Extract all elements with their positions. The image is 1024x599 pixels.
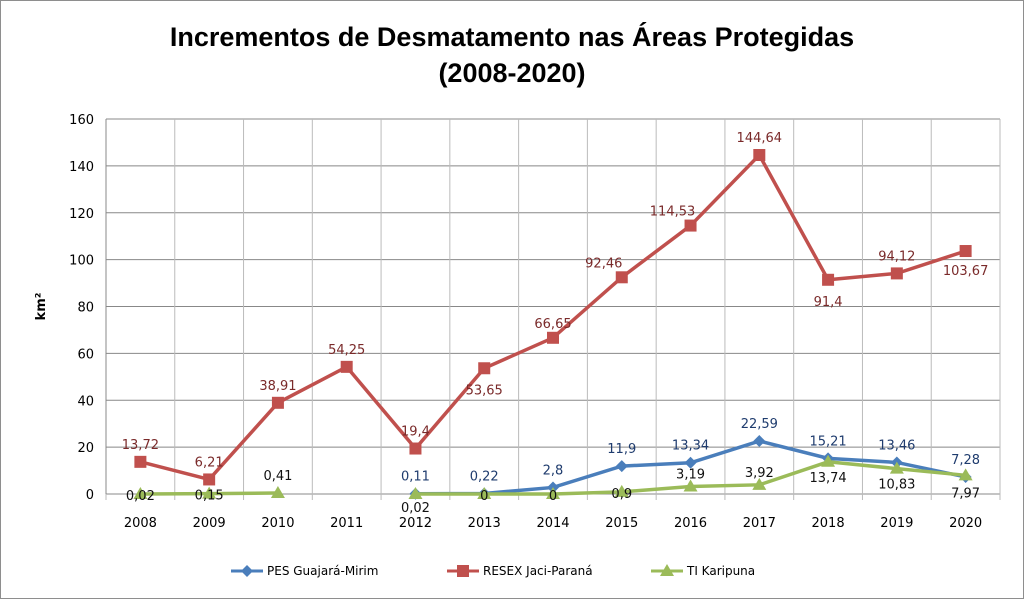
y-tick-label: 60 — [77, 347, 94, 362]
data-point-diamond — [615, 460, 628, 473]
data-point-square — [340, 360, 353, 373]
y-tick-label: 120 — [69, 207, 94, 222]
x-tick-label: 2012 — [399, 516, 432, 531]
x-tick-label: 2016 — [674, 516, 707, 531]
data-label: 66,65 — [534, 317, 571, 332]
data-label: 94,12 — [878, 249, 915, 264]
data-point-square — [409, 442, 422, 455]
data-label: 13,74 — [809, 471, 846, 486]
data-label: 0,41 — [263, 469, 292, 484]
x-tick-label: 2011 — [330, 516, 363, 531]
data-label: 7,97 — [951, 486, 980, 501]
x-tick-label: 2019 — [880, 516, 913, 531]
y-tick-label: 140 — [69, 160, 94, 175]
data-label: 0,15 — [195, 489, 224, 504]
data-label: 0,9 — [611, 487, 632, 502]
legend-marker-diamond — [241, 565, 253, 577]
data-point-square — [822, 273, 835, 286]
data-label: 22,59 — [741, 417, 778, 432]
y-tick-label: 0 — [86, 488, 94, 503]
data-point-square — [684, 219, 697, 232]
y-tick-label: 160 — [69, 113, 94, 128]
data-label: 13,72 — [122, 438, 159, 453]
x-tick-label: 2018 — [812, 516, 845, 531]
data-label: 103,67 — [943, 264, 989, 279]
data-point-triangle — [614, 484, 629, 497]
data-point-triangle — [752, 477, 767, 490]
legend-marker-square — [457, 565, 469, 577]
data-point-square — [959, 245, 972, 258]
legend-marker-triangle — [660, 564, 674, 576]
data-label: 0,02 — [401, 501, 430, 516]
data-point-square — [753, 149, 766, 161]
data-label: 13,34 — [672, 439, 709, 454]
data-label: 114,53 — [650, 205, 696, 220]
data-label: 7,28 — [951, 453, 980, 468]
x-tick-label: 2014 — [536, 516, 569, 531]
x-tick-label: 2020 — [949, 516, 982, 531]
title-line-2: (2008-2020) — [438, 58, 586, 88]
data-label: 38,91 — [259, 379, 296, 394]
data-label: 53,65 — [466, 383, 503, 398]
data-label: 10,83 — [878, 478, 915, 493]
data-point-diamond — [684, 456, 697, 469]
x-tick-label: 2010 — [261, 516, 294, 531]
data-label: 0,02 — [126, 489, 155, 504]
data-point-triangle — [408, 486, 423, 499]
y-axis-label: km² — [34, 293, 49, 321]
data-point-triangle — [683, 479, 698, 492]
legend-entry: TI Karipuna — [686, 564, 755, 578]
data-label: 3,92 — [745, 466, 774, 481]
x-tick-label: 2015 — [605, 516, 638, 531]
x-tick-label: 2008 — [124, 516, 157, 531]
data-label: 11,9 — [607, 442, 636, 457]
data-label: 0 — [549, 489, 557, 504]
data-point-triangle — [477, 487, 492, 499]
data-label: 15,21 — [809, 434, 846, 449]
data-point-triangle — [958, 468, 973, 481]
data-point-diamond — [753, 435, 766, 448]
y-tick-label: 100 — [69, 254, 94, 269]
data-point-triangle — [546, 487, 560, 499]
x-tick-label: 2009 — [193, 516, 226, 531]
data-point-square — [271, 396, 284, 409]
title-line-1: Incrementos de Desmatamento nas Áreas Pr… — [169, 22, 855, 52]
data-point-triangle — [133, 486, 148, 499]
data-point-triangle — [821, 454, 836, 467]
data-label: 3,19 — [676, 468, 705, 483]
data-label: 6,21 — [195, 455, 224, 470]
data-label: 144,64 — [737, 131, 783, 146]
data-point-triangle — [270, 486, 285, 499]
x-tick-label: 2017 — [743, 516, 776, 531]
chart-title: Incrementos de Desmatamento nas Áreas Pr… — [1, 19, 1023, 91]
data-label: 2,8 — [543, 463, 564, 478]
legend-entry: RESEX Jaci-Paraná — [483, 564, 593, 578]
data-label: 0,22 — [470, 469, 499, 484]
y-tick-label: 40 — [77, 394, 94, 409]
data-point-square — [615, 271, 628, 284]
y-tick-label: 20 — [77, 441, 94, 456]
data-label: 19,4 — [401, 425, 430, 440]
data-point-square — [890, 267, 903, 280]
data-point-triangle — [202, 486, 217, 499]
x-tick-label: 2013 — [468, 516, 501, 531]
y-tick-label: 80 — [77, 301, 94, 316]
data-label: 0 — [480, 489, 488, 504]
data-label: 92,46 — [585, 256, 622, 271]
data-label: 13,46 — [878, 438, 915, 453]
data-point-square — [203, 473, 216, 486]
data-label: 91,4 — [814, 295, 843, 310]
data-point-triangle — [889, 461, 904, 474]
data-label: 54,25 — [328, 343, 365, 358]
legend-entry: PES Guajará-Mirim — [267, 564, 378, 578]
data-point-square — [547, 331, 559, 344]
data-point-square — [478, 362, 491, 375]
data-label: 0,11 — [401, 470, 430, 485]
data-point-square — [134, 455, 147, 468]
